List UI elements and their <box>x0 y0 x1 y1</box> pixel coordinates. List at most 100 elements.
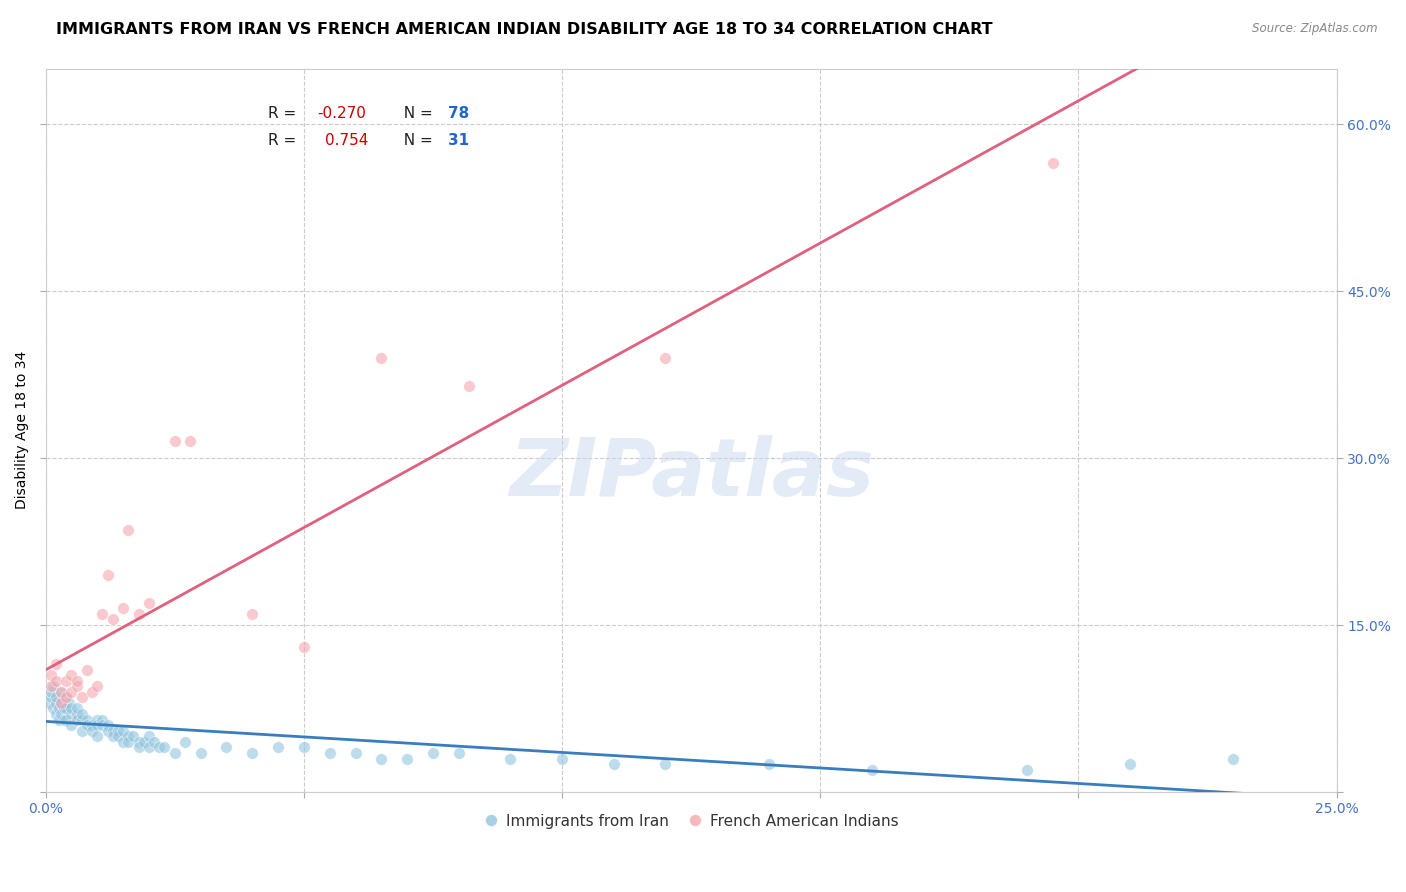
Point <box>49 696 72 710</box>
Point <box>39 690 62 705</box>
Point <box>215 740 238 755</box>
Point <box>70 707 93 722</box>
Point <box>45 707 67 722</box>
Point <box>117 524 139 538</box>
Point <box>97 718 120 732</box>
Point <box>55 701 77 715</box>
Point <box>55 673 77 688</box>
Point <box>101 729 124 743</box>
Point <box>758 757 780 772</box>
Point <box>422 746 444 760</box>
Point <box>551 751 574 765</box>
Text: R =: R = <box>267 134 305 148</box>
Point <box>76 718 98 732</box>
Point <box>163 434 186 449</box>
Text: R =: R = <box>267 106 301 121</box>
Point <box>91 718 114 732</box>
Point <box>52 713 75 727</box>
Text: 31: 31 <box>449 134 470 148</box>
Point <box>240 746 263 760</box>
Point <box>58 696 80 710</box>
Point <box>112 723 135 738</box>
Point <box>55 713 77 727</box>
Point <box>240 607 263 621</box>
Point <box>60 718 83 732</box>
Text: ZIPatlas: ZIPatlas <box>509 434 873 513</box>
Text: N =: N = <box>394 106 437 121</box>
Point <box>117 729 139 743</box>
Point <box>76 713 98 727</box>
Point <box>179 434 201 449</box>
Point <box>52 701 75 715</box>
Point <box>66 679 89 693</box>
Point <box>66 707 89 722</box>
Point <box>138 596 160 610</box>
Point <box>654 351 676 365</box>
Point <box>370 751 392 765</box>
Point <box>138 729 160 743</box>
Point <box>48 701 70 715</box>
Point <box>138 740 160 755</box>
Point <box>117 735 139 749</box>
Point <box>49 685 72 699</box>
Point <box>1042 156 1064 170</box>
Point <box>60 668 83 682</box>
Point <box>60 707 83 722</box>
Point <box>499 751 522 765</box>
Point <box>39 685 62 699</box>
Point <box>654 757 676 772</box>
Point <box>101 612 124 626</box>
Text: 78: 78 <box>449 106 470 121</box>
Point <box>603 757 626 772</box>
Point <box>66 701 89 715</box>
Point <box>45 690 67 705</box>
Point <box>112 601 135 615</box>
Point <box>76 663 98 677</box>
Point <box>1015 763 1038 777</box>
Point <box>60 685 83 699</box>
Text: IMMIGRANTS FROM IRAN VS FRENCH AMERICAN INDIAN DISABILITY AGE 18 TO 34 CORRELATI: IMMIGRANTS FROM IRAN VS FRENCH AMERICAN … <box>56 22 993 37</box>
Point <box>447 746 470 760</box>
Point <box>60 701 83 715</box>
Point <box>49 707 72 722</box>
Text: N =: N = <box>394 134 437 148</box>
Point <box>37 696 59 710</box>
Point <box>128 607 150 621</box>
Point <box>97 723 120 738</box>
Point <box>122 729 145 743</box>
Point <box>91 607 114 621</box>
Point <box>128 740 150 755</box>
Point <box>86 713 108 727</box>
Point <box>128 735 150 749</box>
Point <box>292 640 315 655</box>
Point <box>82 718 104 732</box>
Text: -0.270: -0.270 <box>316 106 366 121</box>
Point <box>45 673 67 688</box>
Point <box>370 351 392 365</box>
Point <box>174 735 197 749</box>
Point <box>66 713 89 727</box>
Point <box>70 723 93 738</box>
Point <box>82 685 104 699</box>
Point <box>163 746 186 760</box>
Text: Source: ZipAtlas.com: Source: ZipAtlas.com <box>1253 22 1378 36</box>
Point <box>132 735 155 749</box>
Point <box>458 378 481 392</box>
Point <box>70 713 93 727</box>
Y-axis label: Disability Age 18 to 34: Disability Age 18 to 34 <box>15 351 30 509</box>
Point <box>318 746 340 760</box>
Point <box>143 735 166 749</box>
Point <box>153 740 176 755</box>
Text: 0.754: 0.754 <box>325 134 368 148</box>
Point <box>55 690 77 705</box>
Point <box>860 763 883 777</box>
Point <box>42 679 65 693</box>
Point <box>82 723 104 738</box>
Point <box>45 657 67 671</box>
Point <box>101 723 124 738</box>
Point <box>1222 751 1244 765</box>
Point <box>97 568 120 582</box>
Point <box>148 740 170 755</box>
Point <box>39 679 62 693</box>
Point <box>48 713 70 727</box>
